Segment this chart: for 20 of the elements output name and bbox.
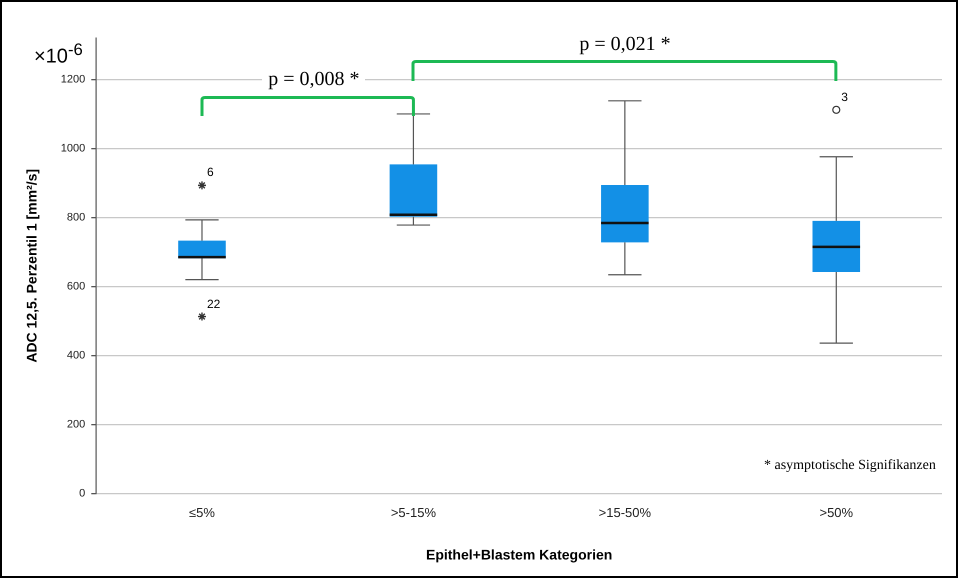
text: ×10$^{-6}$ (34, 40, 83, 69)
annotation: * asymptotische Signifikanzen (764, 458, 936, 474)
annotation: p = 0,021 * (579, 33, 671, 56)
y-tick-label: 400 (66, 350, 86, 362)
annotation: p = 0,008 * (262, 68, 366, 91)
x-axis-title: Epithel+Blastem Kategorien (426, 546, 612, 562)
annotation: 3 (841, 90, 848, 104)
x-tick-label: >15-50% (598, 504, 652, 520)
y-tick-label: 0 (79, 488, 86, 500)
y-tick-label: 1200 (60, 73, 86, 86)
x-tick-label: >50% (819, 504, 854, 520)
y-tick-label: 800 (66, 212, 86, 224)
y-tick-label: 200 (66, 418, 86, 431)
x-tick-label: ≤5% (189, 504, 216, 520)
annotation: 6 (206, 165, 214, 180)
y-tick-label: 600 (66, 280, 86, 293)
y-axis-title: ADC 12,5. Perzentil 1 [mm²/s] (23, 168, 40, 363)
annotation: 22 (206, 296, 220, 311)
x-tick-label: >5-15% (390, 504, 436, 520)
y-tick-label: 1000 (60, 142, 86, 154)
